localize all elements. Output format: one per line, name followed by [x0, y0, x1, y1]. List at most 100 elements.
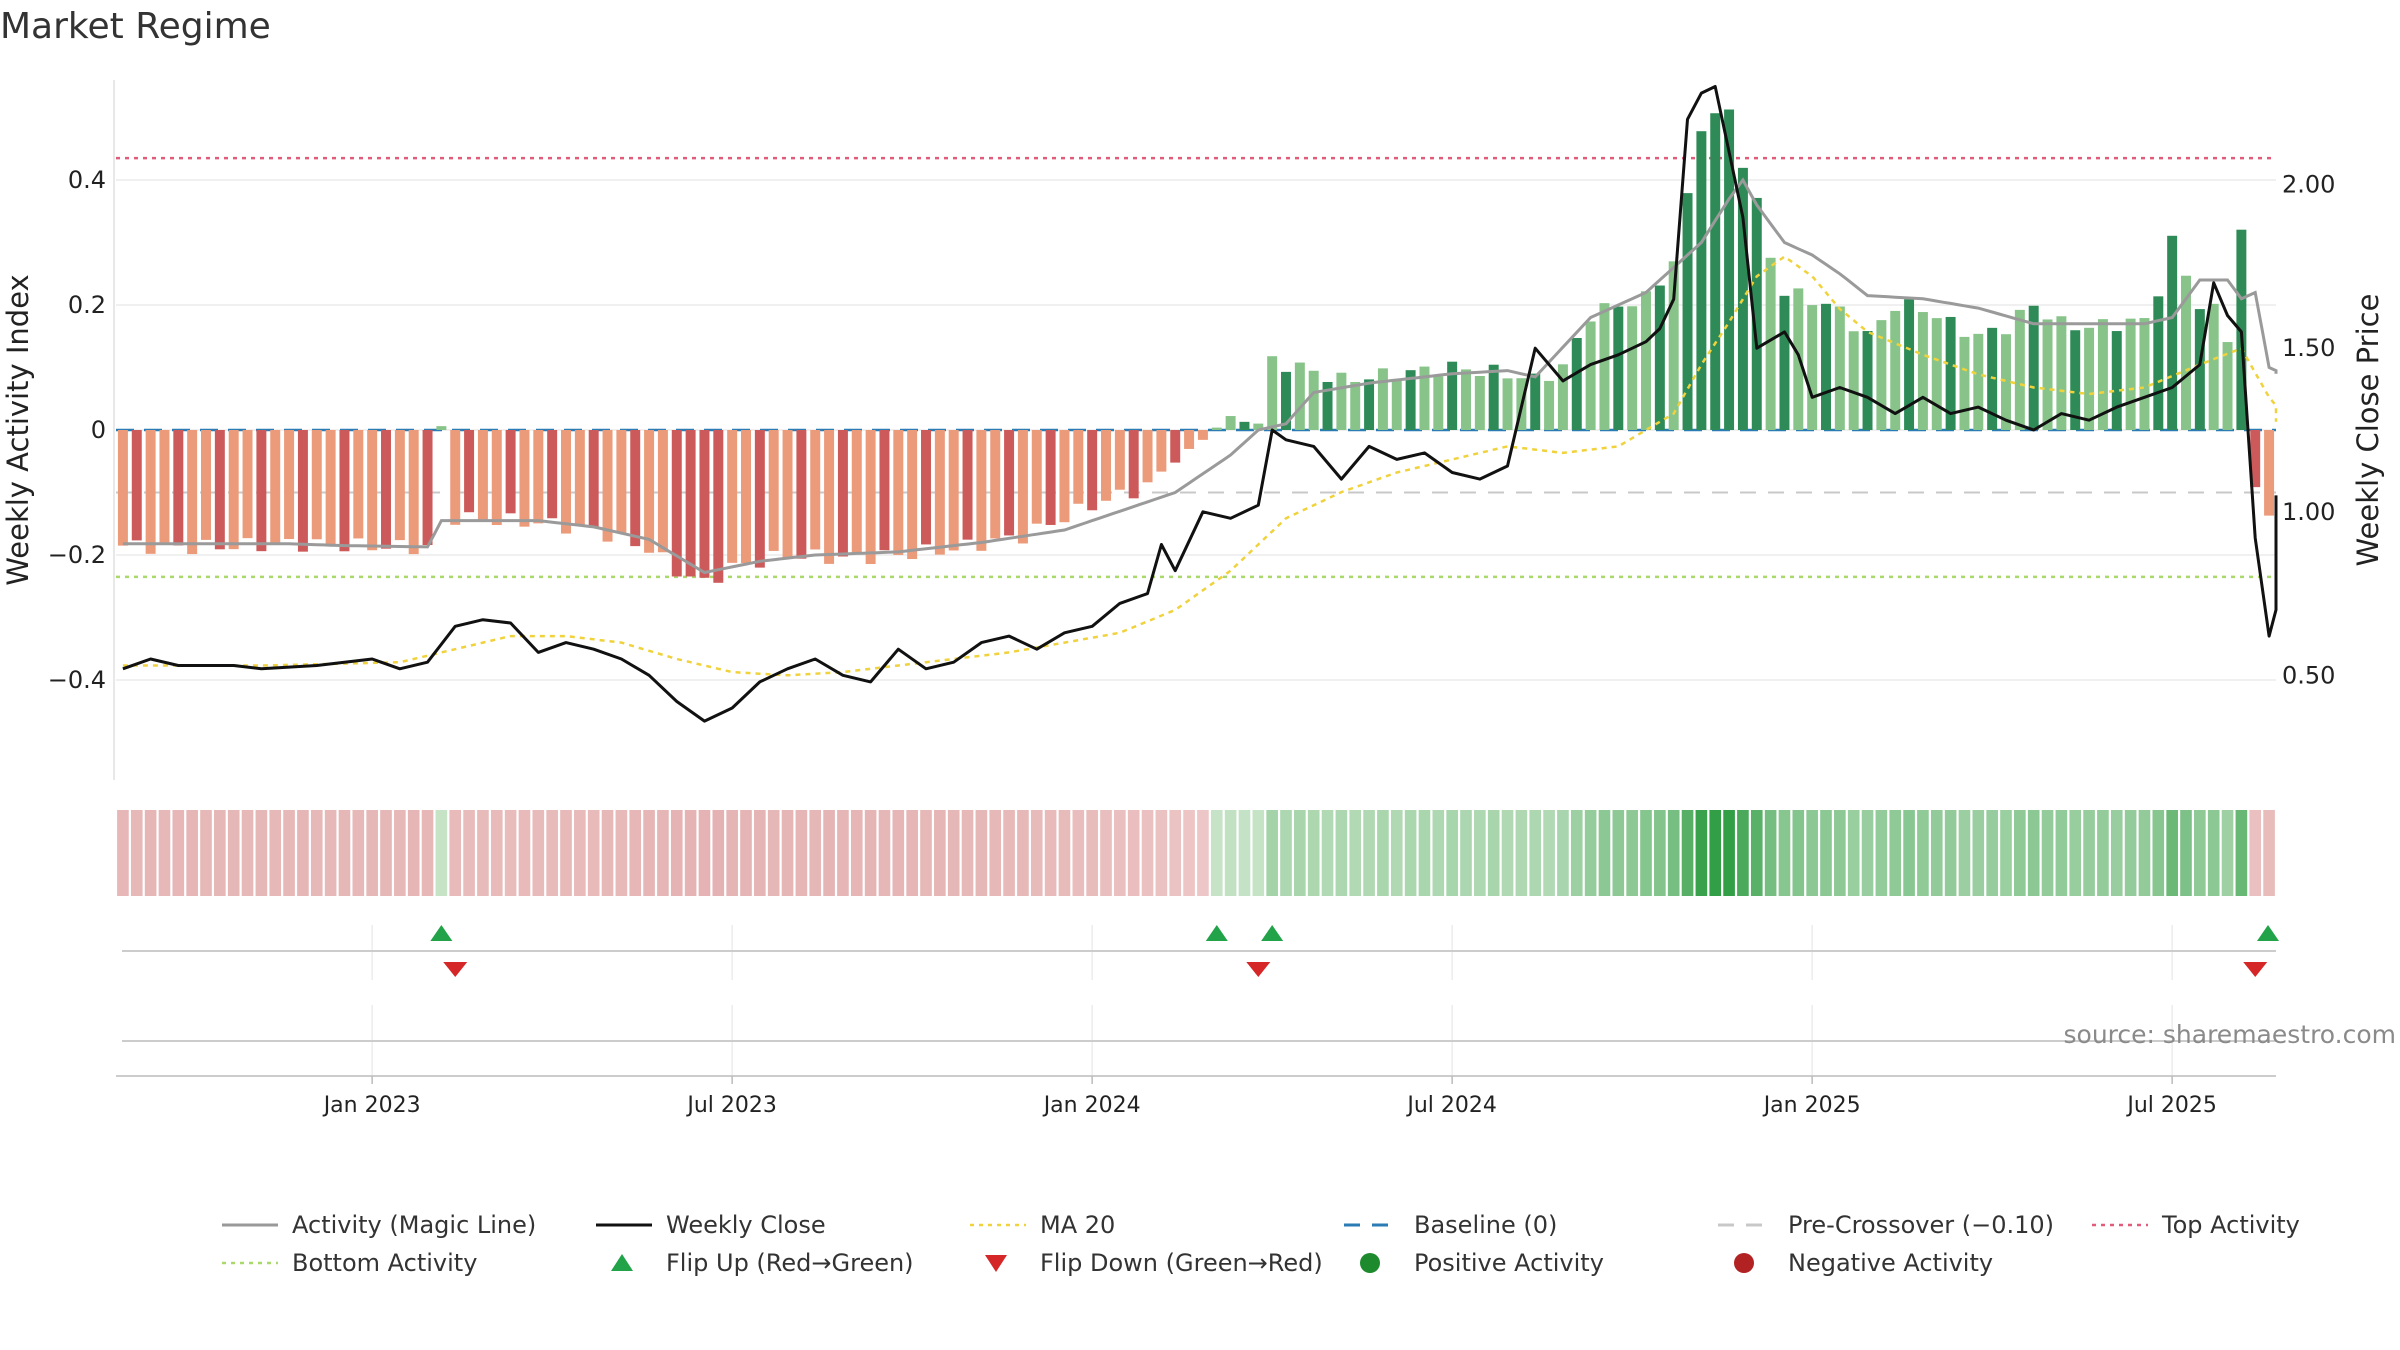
activity-bar: [256, 430, 267, 552]
regime-strip-cell: [1834, 810, 1846, 896]
activity-bar: [450, 430, 461, 525]
regime-strip-cell: [2194, 810, 2206, 896]
regime-strip-cell: [2221, 810, 2234, 896]
date-tick-label: Jan 2025: [1762, 1093, 1861, 1118]
date-tick-label: Jul 2023: [685, 1093, 777, 1118]
activity-bar: [934, 430, 945, 555]
activity-bar: [1114, 430, 1125, 490]
regime-strip-cell: [1100, 810, 1112, 896]
regime-strip-cell: [1889, 810, 1902, 896]
legend-label: Flip Down (Green→Red): [1040, 1249, 1323, 1277]
activity-bar: [1530, 373, 1541, 430]
regime-strip-cell: [407, 810, 420, 896]
activity-bar: [1031, 430, 1042, 524]
regime-strip-cell: [1349, 810, 1362, 896]
activity-bar: [1211, 427, 1222, 430]
activity-bar: [616, 430, 627, 533]
regime-strip-cell: [214, 810, 226, 896]
regime-strip-cell: [1141, 810, 1154, 896]
activity-bar: [1336, 372, 1347, 430]
regime-strip-cell: [684, 810, 697, 896]
activity-bar: [602, 430, 613, 542]
regime-strip-cell: [1944, 810, 1957, 896]
regime-strip-cell: [297, 810, 309, 896]
regime-strip-cell: [1515, 810, 1528, 896]
legend-item: MA 20: [970, 1211, 1115, 1239]
legend-item: Baseline (0): [1344, 1211, 1557, 1239]
regime-strip-cell: [1806, 810, 1818, 896]
regime-strip-cell: [117, 810, 129, 896]
regime-strip-cell: [1778, 810, 1791, 896]
regime-strip-cell: [1764, 810, 1777, 896]
regime-strip-cell: [352, 810, 365, 896]
regime-strip-cell: [1197, 810, 1209, 896]
activity-bar: [1807, 305, 1818, 430]
activity-bar: [1890, 310, 1901, 430]
regime-strip-cell: [186, 810, 198, 896]
activity-bar: [1973, 333, 1984, 430]
activity-bar: [2084, 327, 2095, 430]
activity-bar: [1654, 285, 1665, 430]
activity-bar: [1821, 303, 1831, 430]
legend-label: Weekly Close: [666, 1211, 826, 1239]
regime-strip-cell: [740, 810, 752, 896]
activity-bar: [2028, 305, 2039, 430]
activity-bar: [1087, 430, 1098, 511]
regime-strip-cell: [130, 810, 143, 896]
activity-bar: [713, 430, 724, 583]
activity-bar: [1724, 109, 1735, 430]
regime-strip-cell: [1986, 810, 1998, 896]
regime-strip-cell: [767, 810, 780, 896]
activity-bar: [1931, 318, 1942, 430]
regime-strip-cell: [463, 810, 475, 896]
legend-item: Positive Activity: [1360, 1249, 1604, 1277]
activity-bar: [214, 430, 225, 550]
activity-bar: [2001, 334, 2011, 430]
activity-bar: [2070, 330, 2081, 430]
regime-strip-cell: [1127, 810, 1140, 896]
legend-label: Activity (Magic Line): [292, 1211, 536, 1239]
activity-bar: [1502, 378, 1513, 430]
regime-strip-cell: [1280, 810, 1292, 896]
regime-strip-cell: [781, 810, 794, 896]
regime-strip-cell: [754, 810, 766, 896]
activity-bar: [284, 430, 295, 540]
activity-bar: [865, 430, 876, 565]
flip-up-marker: [1261, 925, 1284, 941]
activity-bar: [1834, 306, 1845, 430]
regime-strip-cell: [892, 810, 905, 896]
regime-strip-cell: [1114, 810, 1126, 896]
activity-bar: [1571, 337, 1582, 430]
regime-strip-cell: [2207, 810, 2220, 896]
right-tick-label: 2.00: [2282, 171, 2335, 199]
flip-down-marker: [2243, 962, 2268, 977]
axes: −0.4 −0.2 0 0.2 0.4 0.50 1.00 1.50 2.00 Weekly Ac…: [1, 80, 2385, 780]
activity-bar: [1308, 370, 1319, 430]
activity-bar: [1073, 430, 1084, 504]
activity-bar: [1170, 430, 1181, 463]
regime-strip-cell: [1958, 810, 1971, 896]
activity-bar: [1917, 312, 1928, 430]
activity-bar: [2250, 430, 2261, 488]
legend-label: Flip Up (Red→Green): [666, 1249, 914, 1277]
activity-bar: [671, 430, 682, 577]
legend-swatch: [611, 1254, 633, 1271]
regime-strip-cell: [1654, 810, 1666, 896]
regime-strip-cell: [1570, 810, 1583, 896]
regime-strip-cell: [366, 810, 378, 896]
activity-bar: [1101, 430, 1111, 501]
activity-bar: [2125, 318, 2136, 430]
activity-bar: [1779, 295, 1790, 430]
regime-strip-cell: [712, 810, 725, 896]
activity-bar: [1156, 430, 1167, 472]
activity-bar: [381, 430, 391, 549]
date-tick-label: Jul 2025: [2125, 1093, 2217, 1118]
regime-strip-cell: [615, 810, 628, 896]
regime-strip-cell: [1446, 810, 1458, 896]
activity-bar: [588, 430, 599, 528]
regime-strip-cell: [1875, 810, 1888, 896]
ma20-line: [122, 255, 2278, 677]
right-tick-label: 1.50: [2282, 334, 2335, 362]
activity-bar: [353, 430, 364, 539]
activity-bar: [824, 430, 835, 564]
